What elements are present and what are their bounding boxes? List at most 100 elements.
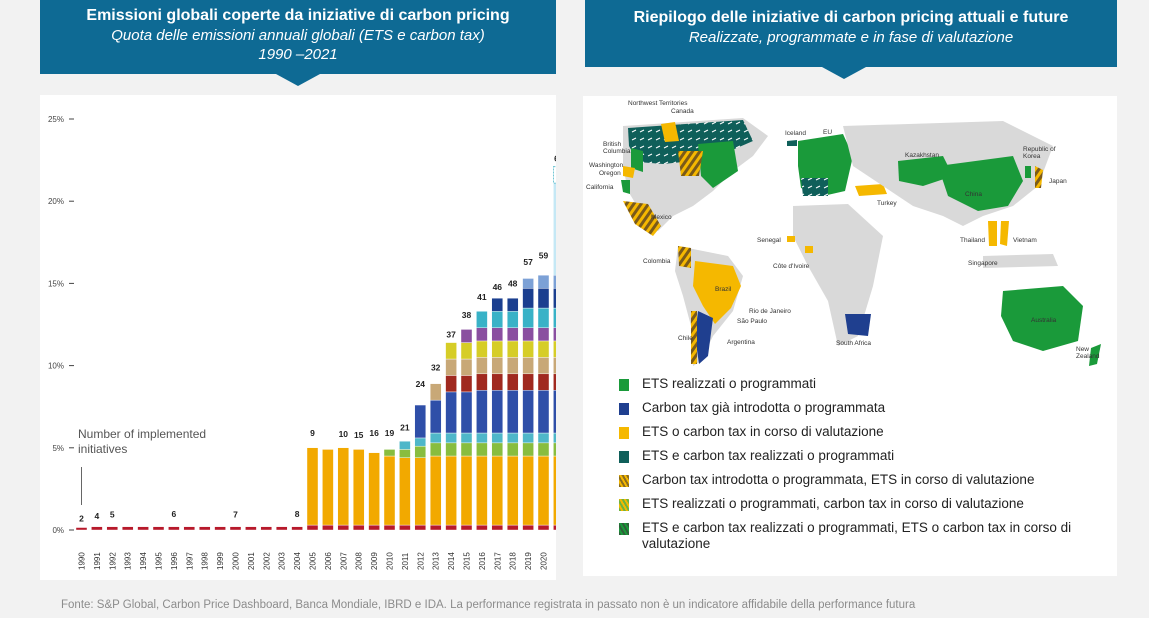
x-tick-label: 2020	[540, 552, 549, 570]
bar-segment	[491, 297, 503, 312]
bar-segment	[537, 340, 550, 358]
bar-segment	[445, 391, 457, 434]
bar-segment	[537, 524, 550, 531]
source-note: Fonte: S&P Global, Carbon Price Dashboar…	[61, 599, 916, 611]
bar-segment	[553, 307, 556, 328]
bar-segment	[229, 526, 242, 531]
bar-segment	[553, 442, 556, 457]
bar-segment	[507, 390, 519, 434]
bar-count-label: 48	[508, 279, 518, 289]
korea-shape	[1025, 166, 1031, 178]
argentina-shape	[695, 311, 713, 364]
bar-segment	[414, 457, 426, 526]
bar-segment	[537, 373, 550, 391]
map-label: Rio de Janeiro	[749, 308, 791, 315]
x-tick-label: 2011	[401, 552, 410, 570]
bar-segment	[460, 342, 473, 360]
bar-segment	[306, 447, 319, 526]
bar-segment	[430, 442, 442, 457]
bar-segment	[460, 432, 473, 444]
bar-segment	[460, 455, 473, 526]
bar-segment	[476, 455, 488, 526]
bar-segment	[476, 524, 488, 531]
legend-label: Carbon tax già introdotta o programmata	[642, 400, 886, 415]
bar-segment	[491, 390, 503, 434]
bar-segment	[522, 442, 534, 457]
legend-swatch	[619, 451, 629, 463]
bar-segment	[491, 340, 503, 358]
map-label: Argentina	[727, 339, 755, 346]
bar-segment	[537, 274, 550, 289]
bar-segment	[476, 390, 488, 434]
bar-count-label: 46	[493, 282, 503, 292]
x-tick-label: 2021	[555, 552, 556, 570]
bar-segment	[121, 526, 134, 531]
bar-segment	[337, 447, 349, 526]
map-label: EU	[823, 129, 833, 136]
bar-segment	[507, 357, 519, 375]
legend-swatch	[619, 475, 629, 487]
south-africa-shape	[845, 314, 871, 336]
map-label: Thailand	[960, 237, 985, 244]
x-tick-label: 2005	[309, 552, 318, 570]
bar-segment	[91, 526, 103, 531]
bar-segment	[414, 524, 426, 531]
bar-segment	[430, 455, 442, 526]
bar-segment	[522, 288, 534, 309]
colombia-shape	[678, 246, 691, 268]
x-tick-label: 2016	[478, 552, 487, 570]
bar-segment	[445, 455, 457, 526]
bar-segment	[553, 524, 556, 531]
bar-segment	[399, 524, 411, 531]
bar-segment	[553, 455, 556, 526]
map-label: China	[965, 191, 982, 198]
bar-segment	[476, 442, 488, 457]
bar-segment	[537, 432, 550, 444]
bar-segment	[507, 311, 519, 328]
x-tick-label: 2009	[370, 552, 379, 570]
bar-segment	[522, 373, 534, 391]
bar-segment	[476, 432, 488, 444]
bar-segment	[476, 340, 488, 358]
canada-east-shape	[698, 141, 738, 188]
map-label: Turkey	[877, 200, 897, 207]
africa-shape	[793, 204, 883, 346]
bar-segment	[507, 442, 519, 457]
map-label: Mexico	[651, 214, 672, 221]
bar-segment	[445, 442, 457, 457]
map-subtitle: Realizzate, programmate e in fase di val…	[688, 29, 1014, 46]
bar-segment	[537, 307, 550, 328]
x-tick-label: 2007	[339, 552, 348, 570]
washington-shape	[623, 166, 635, 178]
map-label: Washington	[589, 162, 624, 169]
x-tick-label: 2012	[416, 552, 425, 570]
bar-segment	[491, 373, 503, 391]
bar-segment	[553, 327, 556, 342]
bar-segment	[553, 390, 556, 434]
turkey-shape	[855, 184, 887, 196]
nwt-shape	[661, 122, 679, 142]
x-tick-label: 1997	[185, 552, 194, 570]
bar-segment	[522, 432, 534, 444]
bar-segment	[491, 311, 503, 328]
bar-segment	[445, 375, 457, 393]
bar-count-label: 10	[339, 429, 349, 439]
bar-segment	[152, 526, 165, 531]
bar-segment	[537, 327, 550, 342]
bar-segment	[368, 524, 380, 531]
x-tick-label: 1991	[93, 552, 102, 570]
x-tick-label: 2006	[324, 552, 333, 570]
bar-segment	[399, 449, 411, 458]
map-label: Australia	[1031, 317, 1057, 324]
map-label: Republic of Korea	[1023, 146, 1056, 160]
map-label: British Columbia	[603, 141, 631, 155]
bar-segment	[399, 457, 411, 526]
bar-segment	[553, 340, 556, 358]
vietnam-shape	[1000, 221, 1009, 246]
bar-segment	[322, 449, 334, 526]
bar-segment	[476, 311, 488, 328]
legend-label: Carbon tax introdotta o programmata, ETS…	[642, 472, 1035, 487]
bar-count-label: 8	[295, 509, 300, 519]
stacked-bar-chart: 0%5%10%15%20%25%2 4 5 6 7 89 10 15 16 19212432373…	[48, 115, 556, 570]
x-tick-label: 2017	[493, 552, 502, 570]
